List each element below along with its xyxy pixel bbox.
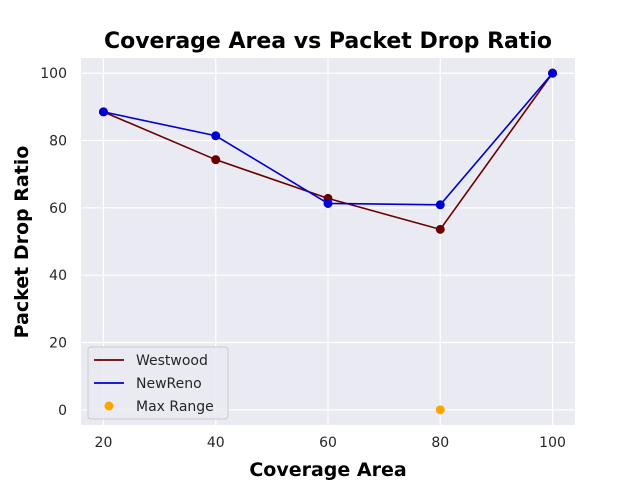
series-max-range: [435, 405, 445, 415]
legend-swatch: [104, 401, 114, 411]
data-point-newreno: [435, 200, 445, 210]
grid-lines: [81, 58, 575, 425]
x-tick-label: 60: [319, 435, 337, 451]
legend-box: [87, 346, 229, 420]
data-point-newreno: [548, 68, 558, 78]
legend-label: NewReno: [136, 376, 202, 392]
y-tick-label: 60: [49, 201, 67, 217]
x-axis-label: Coverage Area: [249, 459, 406, 480]
y-axis-label: Packet Drop Ratio: [11, 146, 33, 339]
x-tick-label: 100: [539, 435, 566, 451]
y-tick-label: 20: [49, 336, 67, 352]
x-tick-label: 20: [95, 435, 113, 451]
x-tick-label: 40: [207, 435, 225, 451]
data-point-newreno: [323, 198, 333, 208]
y-tick-label: 100: [40, 66, 67, 82]
chart-title: Coverage Area vs Packet Drop Ratio: [104, 29, 552, 54]
data-point-newreno: [98, 107, 108, 117]
data-point-newreno: [211, 131, 221, 141]
legend: Westwood NewReno Max Range: [87, 346, 229, 420]
y-tick-label: 40: [49, 268, 67, 284]
legend-label: Westwood: [136, 353, 208, 369]
series-layer: [98, 68, 558, 415]
data-point-max-range: [435, 405, 445, 415]
legend-item-westwood: Westwood: [94, 353, 208, 369]
legend-item-newreno: NewReno: [94, 376, 202, 392]
y-axis-ticks: 0 20 40 60 80 100: [40, 66, 67, 419]
data-point-westwood: [435, 224, 445, 234]
x-axis-ticks: 20 40 60 80 100: [95, 435, 566, 451]
series-newreno: [98, 68, 558, 210]
x-tick-label: 80: [431, 435, 449, 451]
data-point-westwood: [211, 155, 221, 165]
y-tick-label: 80: [49, 133, 67, 149]
y-tick-label: 0: [58, 403, 67, 419]
legend-label: Max Range: [136, 399, 214, 415]
legend-item-max-range: Max Range: [104, 399, 214, 415]
